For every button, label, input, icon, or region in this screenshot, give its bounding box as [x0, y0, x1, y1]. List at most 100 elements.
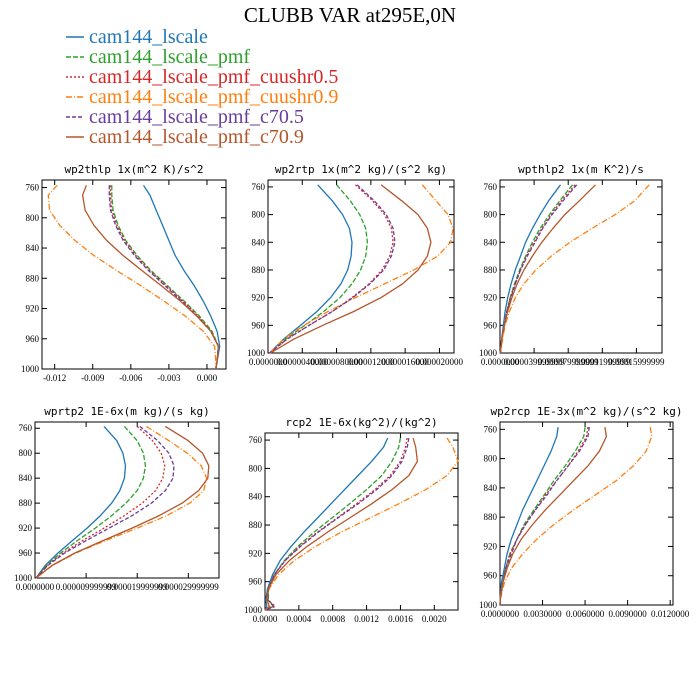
panel-rcp2: rcp2 1E-6x(kg^2)/(kg^2) 760 800 840 880 920 96…	[244, 416, 459, 624]
legend-label: cam144_lscale_pmf_c70.9	[89, 126, 304, 148]
series-line-6	[270, 184, 432, 354]
series-line-2	[269, 184, 369, 354]
series-line-4	[35, 425, 208, 579]
plot-frame	[264, 432, 459, 611]
y-tick-label: 920	[252, 293, 266, 303]
series-line-6	[264, 437, 419, 611]
y-tick-label: 920	[484, 293, 498, 303]
panel-wp2rtp: wp2rtp 1x(m^2 kg)/(s^2 kg) 760 800 840 880 92…	[247, 163, 464, 367]
plot-frame	[267, 179, 455, 354]
series-line-1	[269, 184, 353, 354]
y-tick-label: 840	[26, 243, 40, 253]
y-tick-label: 960	[484, 320, 498, 330]
x-tick-label: 0.0000000	[481, 357, 520, 367]
y-tick-label: 1000	[479, 348, 498, 358]
series-line-1	[499, 184, 562, 354]
y-tick-label: 1000	[479, 600, 498, 610]
legend-item: cam144_lscale_pmf_c70.5	[66, 106, 304, 128]
y-tick-label: 840	[484, 483, 498, 493]
x-tick-label: -0.003	[157, 373, 181, 383]
x-tick-label: 0.0120000	[651, 609, 690, 619]
panel-wp2thlp: wp2thlp 1x(m^2 K)/s^2 760 800 840 880 920 960 1…	[21, 163, 227, 383]
x-tick-label: 0.00011999999	[574, 357, 630, 367]
y-tick-label: 1000	[247, 348, 266, 358]
panel-title: wp2thlp 1x(m^2 K)/s^2	[64, 163, 203, 176]
x-tick-label: 0.000012000	[347, 357, 395, 367]
panel-title: wprtp2 1E-6x(m kg)/(s kg)	[44, 405, 210, 418]
series-line-6	[81, 185, 220, 370]
y-tick-label: 760	[26, 183, 40, 193]
y-tick-label: 920	[249, 548, 263, 558]
series-line-2	[35, 425, 147, 579]
x-tick-label: -0.009	[81, 373, 105, 383]
x-tick-label: 0.0060000	[566, 609, 605, 619]
x-tick-label: 0.0090000	[608, 609, 647, 619]
x-tick-label: 0.000016000	[382, 357, 430, 367]
x-tick-label: 0.000009999999	[56, 582, 117, 592]
x-tick-label: 0.0020	[422, 614, 447, 624]
y-tick-label: 960	[26, 334, 40, 344]
panel-wp2rcp: wp2rcp 1E-3x(m^2 kg)/(s^2 kg) 760 800 840 88…	[479, 405, 690, 619]
y-tick-label: 880	[252, 265, 266, 275]
x-tick-label: -0.012	[43, 373, 66, 383]
x-tick-label: 0.000029999999	[158, 582, 219, 592]
y-tick-label: 800	[26, 213, 40, 223]
y-tick-label: 920	[484, 541, 498, 551]
legend-item: cam144_lscale_pmf	[66, 46, 250, 68]
y-tick-label: 1000	[14, 573, 33, 583]
y-tick-label: 840	[484, 237, 498, 247]
panel-title: wp2rcp 1E-3x(m^2 kg)/(s^2 kg)	[490, 405, 682, 418]
legend-item: cam144_lscale	[66, 26, 208, 48]
y-tick-label: 880	[249, 520, 263, 530]
x-tick-label: -0.006	[119, 373, 143, 383]
y-tick-label: 960	[484, 571, 498, 581]
x-tick-label: 0.0000080000	[311, 357, 363, 367]
x-tick-label: 0.0004	[286, 614, 311, 624]
y-tick-label: 800	[249, 463, 263, 473]
x-tick-label: 0.0000	[253, 614, 278, 624]
y-tick-label: 760	[484, 424, 498, 434]
series-line-5	[269, 184, 396, 354]
series-line-6	[499, 184, 596, 354]
x-tick-label: 0.000019999999	[107, 582, 168, 592]
panel-title: wp2rtp 1x(m^2 kg)/(s^2 kg)	[275, 163, 447, 176]
x-tick-label: 0.000039999999	[504, 357, 565, 367]
y-tick-label: 1000	[21, 364, 40, 374]
x-tick-label: 0.0000000	[481, 609, 520, 619]
series-line-4	[47, 184, 217, 369]
y-tick-label: 960	[249, 577, 263, 587]
legend-item: cam144_lscale_pmf_cuushr0.5	[66, 66, 338, 88]
series-line-4	[499, 184, 650, 354]
y-tick-label: 920	[19, 523, 33, 533]
y-tick-label: 840	[19, 473, 33, 483]
legend-item: cam144_lscale_pmf_c70.9	[66, 126, 304, 148]
y-tick-label: 840	[252, 237, 266, 247]
series-line-6	[499, 426, 608, 606]
y-tick-label: 960	[19, 548, 33, 558]
panel-title: rcp2 1E-6x(kg^2)/(kg^2)	[285, 416, 437, 429]
x-tick-label: 0.0016	[388, 614, 413, 624]
y-tick-label: 880	[484, 512, 498, 522]
legend-label: cam144_lscale_pmf	[89, 46, 250, 68]
series-line-5	[499, 184, 578, 354]
panel-title: wpthlp2 1x(m K^2)/s	[518, 163, 644, 176]
legend-label: cam144_lscale	[89, 26, 208, 48]
legend-item: cam144_lscale_pmf_cuushr0.9	[66, 86, 338, 108]
y-tick-label: 760	[19, 423, 33, 433]
plot-frame	[41, 179, 227, 370]
series-line-3	[35, 425, 166, 579]
legend: cam144_lscalecam144_lscale_pmfcam144_lsc…	[66, 26, 338, 148]
x-tick-label: 0.000	[197, 373, 218, 383]
x-tick-label: 0.0000040000	[276, 357, 328, 367]
y-tick-label: 960	[252, 320, 266, 330]
x-tick-label: 0.000079999999	[538, 357, 599, 367]
y-tick-label: 800	[19, 448, 33, 458]
plot-frame	[499, 421, 674, 606]
plot-frame	[499, 179, 663, 354]
panel-wpthlp2: wpthlp2 1x(m K^2)/s 760 800 840 880 920 960 100…	[479, 163, 665, 367]
y-tick-label: 800	[484, 210, 498, 220]
series-line-5	[499, 427, 590, 606]
x-tick-label: 0.000020000	[416, 357, 464, 367]
legend-label: cam144_lscale_pmf_cuushr0.5	[89, 66, 338, 88]
y-tick-label: 800	[484, 454, 498, 464]
